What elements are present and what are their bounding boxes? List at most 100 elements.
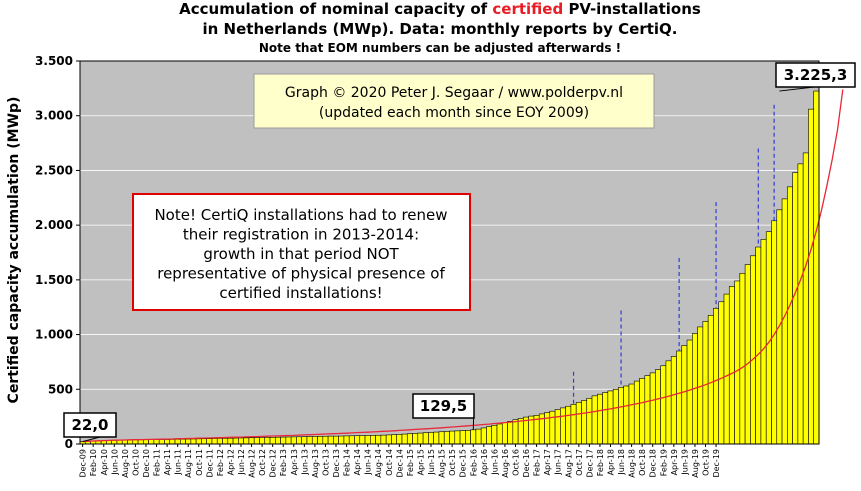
bar: [412, 433, 419, 445]
bar: [449, 430, 456, 445]
y-tick-label: 3.500: [35, 54, 73, 68]
chart-title: Accumulation of nominal capacity of cert…: [179, 0, 701, 38]
note-line: representative of physical presence of: [157, 265, 445, 283]
bar: [375, 434, 382, 445]
bar: [501, 422, 508, 445]
bar: [391, 434, 398, 445]
bar: [354, 435, 361, 445]
x-tick-label: Apr-14: [353, 449, 362, 475]
bar: [370, 435, 376, 445]
bar: [164, 439, 171, 445]
bar: [428, 432, 434, 445]
credit-box-bg: [253, 73, 655, 129]
x-tick-label: Aug-11: [184, 449, 193, 478]
bar: [401, 433, 408, 445]
x-tick-label: Aug-17: [564, 449, 573, 478]
x-tick-label: Feb-12: [216, 449, 225, 476]
y-tick-label: 2.000: [35, 218, 73, 232]
y-axis-label: Certified capacity accumulation (MWp): [6, 97, 22, 404]
bar: [702, 321, 709, 445]
bar: [148, 439, 155, 445]
bar: [179, 438, 186, 445]
bar: [285, 436, 292, 445]
x-tick-label: Aug-16: [501, 449, 510, 478]
trend-line: [82, 89, 844, 443]
bar: [132, 439, 139, 445]
bar: [517, 418, 524, 445]
bar: [137, 439, 144, 445]
x-tick-label: Apr-19: [670, 449, 679, 475]
bar: [470, 429, 477, 445]
bar: [554, 409, 561, 445]
x-tick-label: Dec-10: [142, 449, 151, 478]
x-tick-label: Oct-15: [448, 449, 457, 476]
x-tick-label: Dec-14: [395, 449, 404, 478]
plot-frame: [79, 60, 820, 445]
bar: [275, 436, 281, 445]
chart-subtitle: Note that EOM numbers can be adjusted af…: [259, 41, 621, 55]
callout-value: 3.225,3: [784, 66, 848, 84]
x-tick-label: Feb-15: [406, 449, 415, 476]
bar: [311, 436, 318, 445]
y-tick-label: 500: [48, 382, 73, 396]
x-tick-label: Apr-18: [606, 449, 615, 475]
x-tick-label: Aug-12: [248, 449, 257, 478]
bar: [438, 431, 445, 445]
x-tick-label: Oct-18: [638, 449, 647, 476]
bar: [602, 392, 609, 445]
bar: [227, 437, 234, 445]
bar: [480, 427, 487, 445]
bar: [443, 431, 450, 445]
x-tick-label: Dec-16: [522, 449, 531, 478]
x-tick-label: Oct-12: [258, 449, 267, 476]
bar: [459, 430, 466, 445]
bar: [718, 301, 725, 445]
bar: [728, 286, 735, 445]
bar: [348, 435, 355, 445]
dashed-markers: [572, 104, 775, 405]
bar: [639, 378, 646, 445]
bar: [153, 439, 160, 445]
bar: [143, 439, 149, 445]
bar: [486, 426, 493, 445]
bar: [507, 421, 514, 445]
title-text: Accumulation of nominal capacity of: [179, 0, 492, 18]
bar: [660, 365, 667, 445]
note-line: growth in that period NOT: [203, 245, 399, 263]
credit-line: Graph © 2020 Peter J. Segaar / www.polde…: [285, 85, 623, 101]
x-tick-label: Feb-13: [279, 449, 288, 476]
bar: [549, 410, 556, 445]
x-tick-label: Jun-18: [617, 449, 626, 476]
bar: [755, 246, 762, 445]
callout-box: [775, 62, 856, 88]
bar: [185, 438, 192, 445]
bar: [596, 393, 603, 445]
chart-title-line: Accumulation of nominal capacity of cert…: [179, 0, 701, 18]
bar: [238, 437, 244, 445]
x-tick-label: Apr-16: [480, 449, 489, 475]
x-tick-label: Jun-15: [427, 449, 436, 476]
bar: [306, 436, 313, 445]
bar: [607, 390, 614, 445]
y-tick-label: 1.000: [35, 328, 73, 342]
bar: [433, 431, 440, 445]
bar: [628, 383, 635, 445]
bar: [259, 437, 266, 445]
bar: [707, 315, 714, 445]
x-tick-label: Jun-17: [554, 449, 563, 476]
bar: [417, 432, 424, 445]
note-line: certified installations!: [219, 284, 382, 302]
bar: [264, 437, 271, 445]
x-tick-label: Feb-19: [659, 449, 668, 476]
bar: [739, 272, 746, 445]
bar: [322, 435, 329, 445]
bar: [565, 405, 572, 445]
bar: [248, 437, 255, 445]
bar: [158, 439, 165, 445]
x-tick-label: Jun-13: [300, 449, 309, 476]
callout-box: [63, 412, 117, 438]
x-tick-label: Dec-19: [712, 449, 721, 478]
bar: [792, 172, 799, 445]
bar: [280, 436, 287, 445]
